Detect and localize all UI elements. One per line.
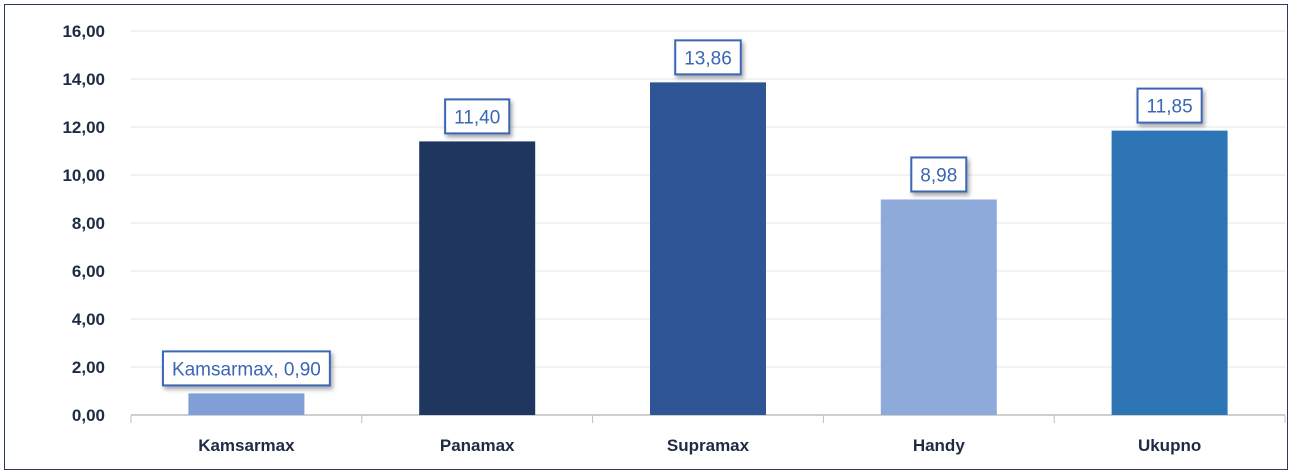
y-tick-label: 2,00 — [72, 358, 105, 377]
chart-container: 0,00 2,00 4,00 6,00 8,00 10,00 12,00 14,00 16,00… — [4, 4, 1288, 470]
x-tick-label: Kamsarmax — [198, 436, 295, 455]
data-label-text: 8,98 — [920, 165, 957, 186]
y-tick-label: 4,00 — [72, 310, 105, 329]
bar-supramax — [650, 82, 766, 416]
y-tick-label: 0,00 — [72, 406, 105, 425]
axes: 0,00 2,00 4,00 6,00 8,00 10,00 12,00 14,00 16,00… — [62, 22, 1286, 455]
data-label-box — [1136, 87, 1203, 124]
data-label: 8,98 — [910, 156, 968, 193]
x-tick-label: Panamax — [440, 436, 515, 455]
y-tick-label: 10,00 — [62, 166, 105, 185]
bar-ukupno — [1111, 130, 1228, 415]
data-label-box — [161, 350, 331, 387]
data-label-text: Kamsarmax, 0,90 — [172, 359, 321, 380]
data-label: 11,40 — [444, 98, 511, 135]
data-label: 11,85 — [1136, 87, 1203, 124]
data-label-box — [674, 39, 742, 76]
y-tick-label: 16,00 — [62, 22, 105, 41]
y-tick-label: 6,00 — [72, 262, 105, 281]
data-label-box — [444, 98, 511, 135]
x-tick-label: Supramax — [667, 436, 750, 455]
x-tick-label: Ukupno — [1138, 436, 1201, 455]
bars — [188, 82, 1228, 416]
data-label: 13,86 — [674, 39, 742, 76]
bar-panamax — [419, 141, 536, 415]
data-label-text: 11,40 — [454, 107, 500, 128]
data-label-box — [910, 156, 968, 193]
data-label-text: 13,86 — [684, 48, 732, 69]
bar-kamsarmax — [188, 393, 305, 415]
y-tick-label: 14,00 — [62, 70, 105, 89]
bar-handy — [880, 199, 997, 415]
y-tick-label: 12,00 — [62, 118, 105, 137]
data-labels: Kamsarmax, 0,90 11,40 13,86 8,98 11,85 — [161, 39, 1203, 387]
bar-chart: 0,00 2,00 4,00 6,00 8,00 10,00 12,00 14,00 16,00… — [62, 22, 1286, 455]
x-tick-label: Handy — [913, 436, 966, 455]
y-tick-label: 8,00 — [72, 214, 105, 233]
data-label-text: 11,85 — [1147, 97, 1193, 118]
data-label: Kamsarmax, 0,90 — [161, 350, 331, 387]
